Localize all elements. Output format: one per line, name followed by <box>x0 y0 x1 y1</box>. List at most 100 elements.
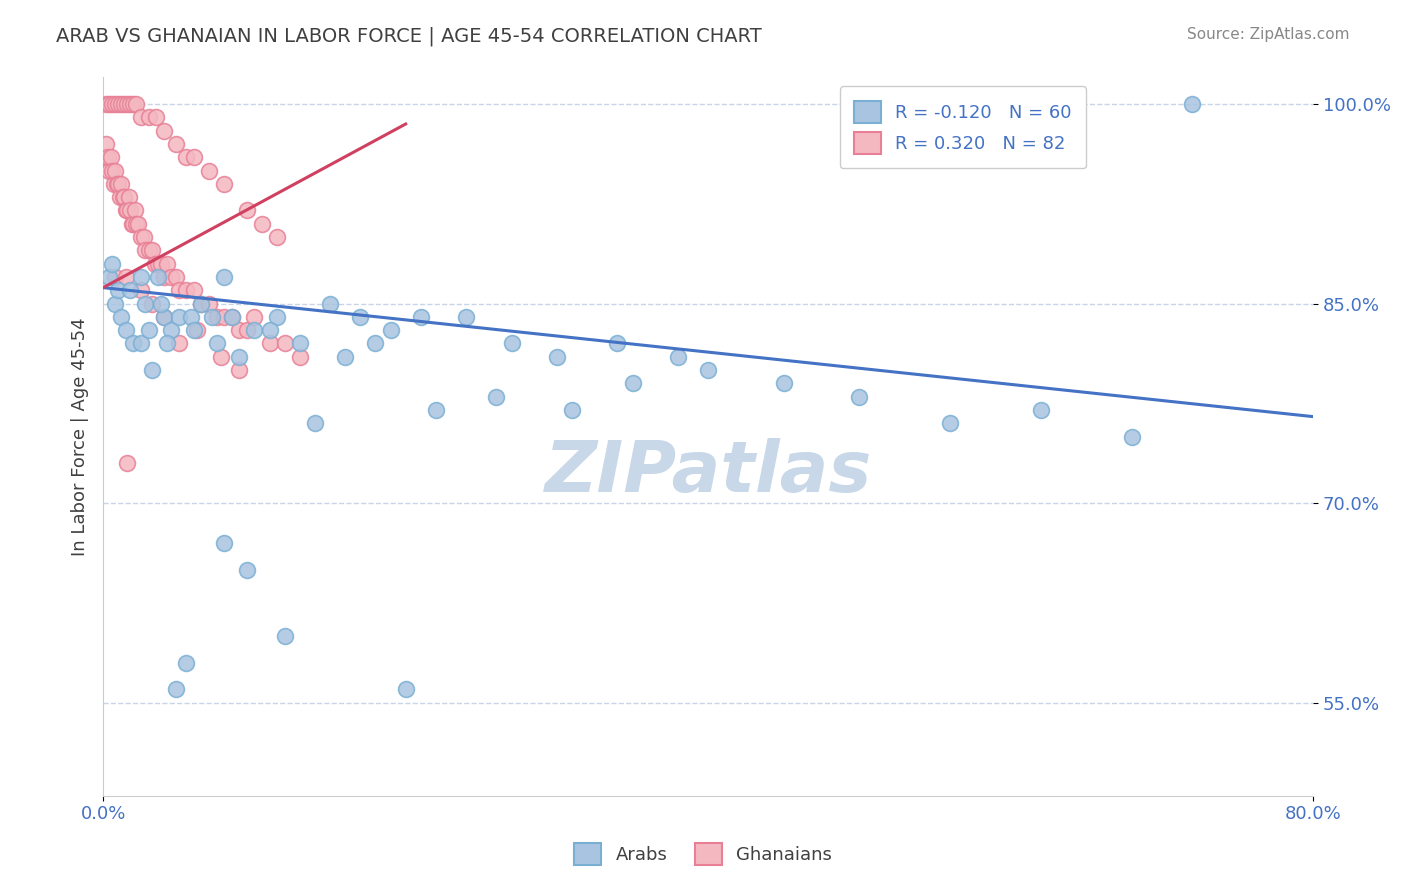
Point <box>176 283 198 297</box>
Point <box>145 111 167 125</box>
Point <box>93 150 115 164</box>
Point <box>156 257 179 271</box>
Point <box>1181 97 1204 112</box>
Point <box>121 217 143 231</box>
Point <box>165 682 187 697</box>
Point <box>333 350 356 364</box>
Point <box>152 123 174 137</box>
Point <box>939 417 962 431</box>
Point <box>117 97 139 112</box>
Point <box>190 296 212 310</box>
Point <box>127 217 149 231</box>
Point <box>138 111 160 125</box>
Point <box>212 177 235 191</box>
Point <box>167 283 190 297</box>
Point <box>120 283 142 297</box>
Point <box>304 417 326 431</box>
Point <box>772 376 794 391</box>
Point <box>96 97 118 112</box>
Point <box>165 136 187 151</box>
Point <box>152 310 174 324</box>
Legend: Arabs, Ghanaians: Arabs, Ghanaians <box>565 834 841 874</box>
Point <box>212 310 235 324</box>
Point <box>209 350 232 364</box>
Point <box>212 536 235 550</box>
Point <box>107 283 129 297</box>
Point <box>107 177 129 191</box>
Point <box>134 296 156 310</box>
Point <box>110 310 132 324</box>
Point <box>104 270 127 285</box>
Point <box>98 163 121 178</box>
Point <box>236 203 259 218</box>
Point <box>205 336 228 351</box>
Point <box>108 190 131 204</box>
Point <box>129 283 152 297</box>
Point <box>129 270 152 285</box>
Point <box>138 323 160 337</box>
Point <box>288 336 311 351</box>
Point <box>176 150 198 164</box>
Point <box>146 257 169 271</box>
Point <box>259 323 281 337</box>
Point <box>149 257 172 271</box>
Point <box>456 310 478 324</box>
Point <box>228 350 250 364</box>
Point <box>176 656 198 670</box>
Legend: R = -0.120   N = 60, R = 0.320   N = 82: R = -0.120 N = 60, R = 0.320 N = 82 <box>839 87 1087 169</box>
Point <box>266 310 288 324</box>
Point <box>319 296 342 310</box>
Point <box>273 629 295 643</box>
Point <box>129 230 152 244</box>
Point <box>156 336 179 351</box>
Point <box>97 150 120 164</box>
Point <box>666 350 689 364</box>
Point <box>288 350 311 364</box>
Point <box>125 217 148 231</box>
Point <box>134 244 156 258</box>
Point <box>152 270 174 285</box>
Point <box>110 97 132 112</box>
Point <box>259 336 281 351</box>
Point <box>165 270 187 285</box>
Point <box>198 296 221 310</box>
Point <box>105 177 128 191</box>
Point <box>141 244 163 258</box>
Text: Source: ZipAtlas.com: Source: ZipAtlas.com <box>1187 27 1350 42</box>
Point <box>160 323 183 337</box>
Point <box>132 230 155 244</box>
Point <box>122 336 145 351</box>
Point <box>110 177 132 191</box>
Point <box>124 203 146 218</box>
Point <box>111 190 134 204</box>
Point <box>103 177 125 191</box>
Point <box>273 336 295 351</box>
Point <box>160 270 183 285</box>
Point <box>485 390 508 404</box>
Point <box>122 97 145 112</box>
Point <box>697 363 720 377</box>
Point <box>190 296 212 310</box>
Point <box>120 97 142 112</box>
Point <box>114 270 136 285</box>
Point <box>167 336 190 351</box>
Point <box>236 563 259 577</box>
Point <box>104 296 127 310</box>
Point <box>112 190 135 204</box>
Point <box>152 310 174 324</box>
Point <box>125 97 148 112</box>
Text: ARAB VS GHANAIAN IN LABOR FORCE | AGE 45-54 CORRELATION CHART: ARAB VS GHANAIAN IN LABOR FORCE | AGE 45… <box>56 27 762 46</box>
Point <box>100 150 122 164</box>
Point <box>118 190 141 204</box>
Point <box>138 244 160 258</box>
Point <box>117 456 139 470</box>
Point <box>101 97 124 112</box>
Point <box>122 217 145 231</box>
Point <box>395 682 418 697</box>
Point <box>212 270 235 285</box>
Point <box>101 257 124 271</box>
Point <box>146 270 169 285</box>
Point <box>409 310 432 324</box>
Point <box>364 336 387 351</box>
Point <box>98 97 121 112</box>
